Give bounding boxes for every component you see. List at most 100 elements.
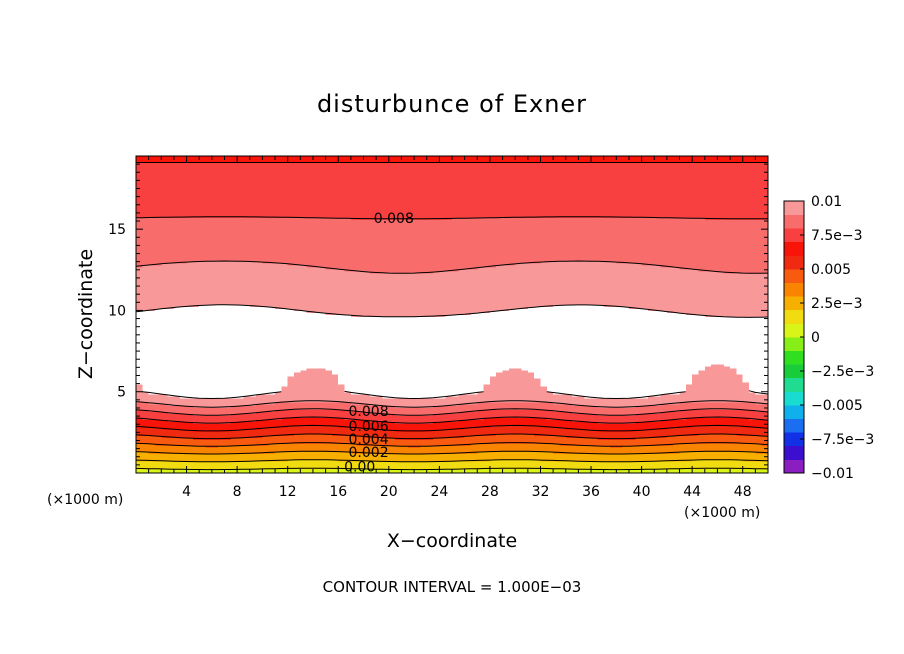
field-cell bbox=[268, 441, 276, 444]
field-cell bbox=[458, 431, 466, 434]
field-cell bbox=[237, 413, 245, 417]
field-cell bbox=[382, 413, 390, 417]
field-cell bbox=[546, 471, 554, 474]
field-cell bbox=[559, 415, 567, 419]
field-cell bbox=[622, 459, 630, 462]
field-cell bbox=[628, 465, 636, 468]
field-cell bbox=[401, 439, 409, 442]
field-cell bbox=[597, 461, 605, 464]
field-cell bbox=[300, 433, 308, 436]
field-cell bbox=[433, 405, 440, 409]
field-cell bbox=[350, 413, 358, 417]
field-cell bbox=[306, 471, 314, 474]
field-cell bbox=[401, 415, 409, 419]
field-cell bbox=[489, 455, 497, 458]
field-cell bbox=[376, 455, 384, 458]
field-cell bbox=[470, 447, 478, 450]
field-cell bbox=[300, 471, 308, 474]
field-cell bbox=[521, 463, 529, 466]
field-cell bbox=[464, 463, 472, 466]
field-cell bbox=[243, 461, 251, 464]
field-cell bbox=[591, 415, 598, 419]
field-cell bbox=[173, 461, 181, 464]
field-cell bbox=[477, 439, 485, 442]
field-cell bbox=[578, 467, 586, 470]
field-cell bbox=[338, 419, 346, 423]
field-cell bbox=[458, 465, 466, 468]
field-cell bbox=[319, 417, 327, 421]
field-cell bbox=[281, 423, 289, 427]
field-cell bbox=[761, 407, 769, 411]
field-cell bbox=[173, 431, 181, 434]
field-cell bbox=[433, 469, 440, 472]
field-cell bbox=[142, 411, 150, 415]
field-cell bbox=[572, 407, 579, 411]
field-cell bbox=[610, 411, 617, 415]
field-cell bbox=[685, 417, 693, 421]
field-cell bbox=[673, 471, 681, 474]
field-cell bbox=[148, 425, 156, 429]
field-cell bbox=[755, 447, 763, 450]
field-cell bbox=[439, 451, 447, 454]
field-cell bbox=[553, 455, 561, 458]
field-cell bbox=[603, 423, 611, 427]
field-cell bbox=[749, 445, 756, 448]
field-cell bbox=[218, 457, 226, 460]
field-cell bbox=[136, 451, 143, 454]
field-cell bbox=[635, 441, 643, 444]
field-cell bbox=[622, 407, 630, 411]
field-cell bbox=[319, 471, 327, 474]
field-cell bbox=[249, 459, 257, 462]
field-cell bbox=[211, 447, 219, 450]
field-cell bbox=[508, 417, 516, 421]
field-cell bbox=[521, 433, 529, 436]
field-cell bbox=[692, 405, 700, 409]
field-cell bbox=[761, 425, 769, 429]
field-cell bbox=[616, 457, 624, 460]
field-cell bbox=[357, 441, 365, 444]
field-cell bbox=[237, 433, 245, 436]
field-cell bbox=[749, 469, 756, 472]
field-cell bbox=[199, 407, 207, 411]
field-cell bbox=[256, 409, 263, 413]
field-cell bbox=[401, 419, 409, 423]
field-cell bbox=[546, 411, 554, 415]
field-cell bbox=[420, 447, 428, 450]
field-cell bbox=[237, 411, 245, 415]
field-cell bbox=[148, 443, 156, 446]
field-cell bbox=[641, 407, 649, 411]
field-cell bbox=[717, 443, 725, 446]
field-cell bbox=[300, 431, 308, 434]
field-cell bbox=[483, 471, 491, 474]
field-cell bbox=[376, 413, 384, 417]
field-cell bbox=[749, 443, 756, 446]
field-cell bbox=[647, 431, 655, 434]
field-cell bbox=[338, 417, 346, 421]
field-cell bbox=[211, 463, 219, 466]
field-cell bbox=[489, 443, 497, 446]
field-cell bbox=[382, 437, 390, 440]
field-cell bbox=[572, 455, 579, 458]
field-cell bbox=[256, 405, 263, 409]
field-cell bbox=[249, 437, 257, 440]
field-cell bbox=[654, 415, 662, 419]
field-cell bbox=[281, 465, 289, 468]
field-cell bbox=[382, 411, 390, 415]
field-cell bbox=[420, 423, 428, 427]
field-cell bbox=[711, 413, 719, 417]
field-cell bbox=[622, 411, 630, 415]
field-cell bbox=[344, 421, 352, 425]
field-cell bbox=[243, 415, 251, 419]
field-cell bbox=[199, 435, 207, 438]
field-cell bbox=[230, 417, 238, 421]
field-cell bbox=[477, 435, 485, 438]
field-cell bbox=[287, 435, 295, 438]
field-cell bbox=[369, 407, 377, 411]
field-cell bbox=[553, 419, 561, 423]
field-cell bbox=[268, 457, 276, 460]
field-cell bbox=[508, 409, 516, 413]
field-cell bbox=[369, 409, 377, 413]
field-cell bbox=[546, 415, 554, 419]
field-cell bbox=[211, 441, 219, 444]
